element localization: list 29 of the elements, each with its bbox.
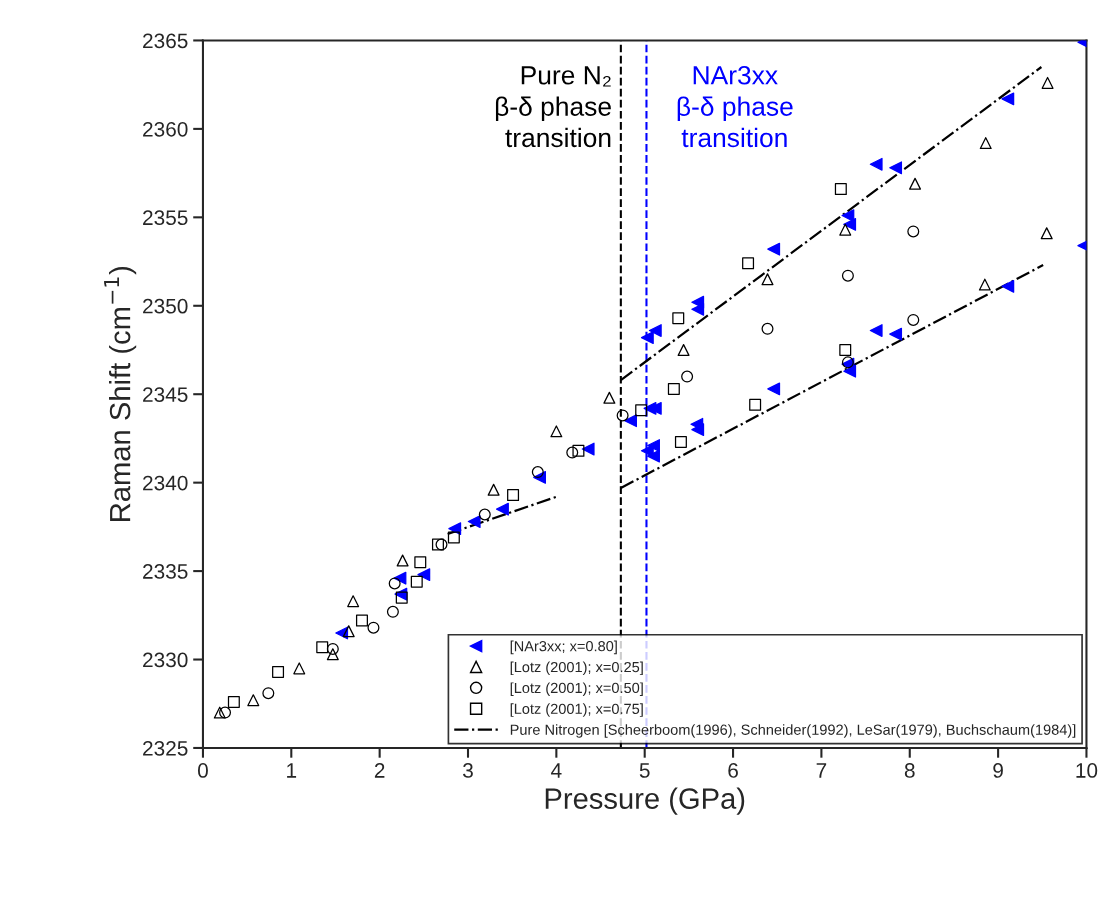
x-tick-label: 0 bbox=[197, 763, 208, 778]
y-tick-label: 2325 bbox=[143, 740, 188, 756]
x-tick-label: 7 bbox=[816, 763, 827, 778]
y-tick-label: 2360 bbox=[143, 121, 188, 137]
y-tick-label: 2335 bbox=[143, 564, 188, 579]
legend-label: [NAr3xx; x=0.80] bbox=[510, 640, 617, 655]
legend-label: [Lotz (2001); x=0.75] bbox=[510, 703, 643, 717]
y-tick-label: 2350 bbox=[143, 298, 188, 314]
legend-label: Pure Nitrogen [Scheerboom(1996), Schneider(1992), LeSar(1979), Buchschaum(1984)] bbox=[510, 724, 1076, 738]
y-tick-label: 2345 bbox=[143, 387, 188, 402]
x-tick-label: 2 bbox=[374, 763, 385, 778]
y-tick-label: 2330 bbox=[143, 652, 188, 668]
x-axis-title: Pressure (GPa) bbox=[545, 787, 745, 815]
y-tick-label: 2340 bbox=[143, 475, 188, 491]
x-tick-label: 8 bbox=[904, 763, 915, 778]
x-tick-label: 1 bbox=[287, 763, 297, 778]
y-tick-label: 2355 bbox=[143, 210, 188, 226]
ref-line-label: NAr3xx β-δ phase transition bbox=[677, 65, 793, 148]
ref-line-label: Pure N₂ β-δ phase transition bbox=[495, 66, 611, 148]
x-tick-label: 6 bbox=[728, 763, 738, 778]
x-tick-label: 3 bbox=[463, 763, 473, 778]
x-tick-label: 5 bbox=[639, 763, 650, 778]
legend-label: [Lotz (2001); x=0.25] bbox=[510, 661, 643, 676]
x-tick-label: 10 bbox=[1076, 763, 1098, 778]
legend-label: [Lotz (2001); x=0.50] bbox=[510, 682, 643, 696]
x-tick-label: 9 bbox=[993, 763, 1003, 778]
y-axis-title: Raman Shift (cm$^{−1}$) bbox=[104, 267, 137, 521]
x-tick-label: 4 bbox=[551, 763, 562, 778]
y-tick-label: 2365 bbox=[143, 33, 188, 49]
